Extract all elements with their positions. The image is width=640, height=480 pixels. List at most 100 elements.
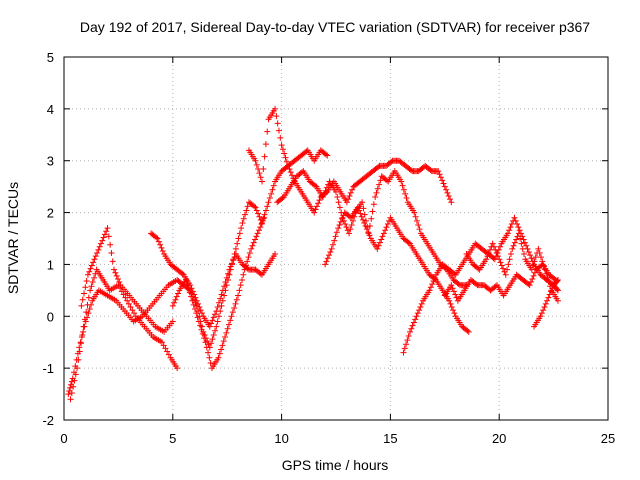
data-point [79,331,86,338]
data-point [349,186,356,193]
data-point [511,239,518,246]
data-point [377,177,384,184]
data-point [189,288,196,295]
data-point [236,230,243,237]
data-point [187,282,194,289]
data-point [230,257,237,264]
data-point [490,243,497,250]
data-point [174,365,181,372]
data-point [447,300,454,307]
data-point [162,345,169,352]
data-point [89,279,96,286]
data-point [412,213,419,220]
data-point [403,341,410,348]
data-point [90,259,97,266]
data-point [332,233,339,240]
data-point [228,260,235,267]
data-point [356,207,363,214]
data-point [455,281,462,288]
data-point [531,269,538,276]
data-point [244,258,251,265]
data-point [508,220,515,227]
data-point [484,253,491,260]
data-point [257,174,264,181]
data-point [445,192,452,199]
data-point [335,199,342,206]
data-point [272,251,279,258]
data-point [403,195,410,202]
data-point [527,279,534,286]
data-point [258,220,265,227]
data-point [283,158,290,165]
data-point [217,295,224,302]
data-point [182,276,189,283]
data-point [418,300,425,307]
data-point [541,266,548,273]
data-point [530,272,537,279]
data-point [227,263,234,270]
data-point [278,142,285,149]
data-point [374,245,381,252]
data-point [76,348,83,355]
data-point [450,307,457,314]
data-point [223,282,230,289]
data-point [275,127,282,134]
data-point [87,265,94,272]
data-point [359,216,366,223]
data-point [334,194,341,201]
data-point [409,322,416,329]
data-point [447,196,454,203]
data-point [237,282,244,289]
data-point [429,281,436,288]
data-point [257,270,264,277]
data-point [111,266,118,273]
data-point [347,189,354,196]
data-point [517,235,524,242]
data-point [189,297,196,304]
data-point [521,239,528,246]
data-point [82,284,89,291]
data-point [220,338,227,345]
data-point [344,227,351,234]
data-point [375,242,382,249]
data-point [504,230,511,237]
data-point [266,195,273,202]
data-point [312,182,319,189]
data-point [370,201,377,208]
data-point [226,271,233,278]
data-point [264,203,271,210]
data-point [441,183,448,190]
data-point [506,256,513,263]
data-point [427,284,434,291]
data-point [240,271,247,278]
data-point [539,258,546,265]
data-point [347,226,354,233]
data-point [255,210,262,217]
data-point [254,230,261,237]
data-point [277,134,284,141]
data-point [526,282,533,289]
data-point [554,297,561,304]
data-point [221,283,228,290]
data-point [365,229,372,236]
data-point [507,251,514,258]
data-point [224,325,231,332]
data-point [545,279,552,286]
data-point [92,253,99,260]
data-point [431,274,438,281]
data-point [311,209,318,216]
data-point [124,297,131,304]
data-point [322,187,329,194]
data-point [446,297,453,304]
data-point [103,228,110,235]
data-point [554,287,561,294]
data-point [241,266,248,273]
data-point [84,271,91,278]
data-point [405,239,412,246]
data-point [218,302,225,309]
data-point [513,236,520,243]
data-point [410,319,417,326]
data-point [252,236,259,243]
data-point [519,245,526,252]
data-point [114,275,121,282]
